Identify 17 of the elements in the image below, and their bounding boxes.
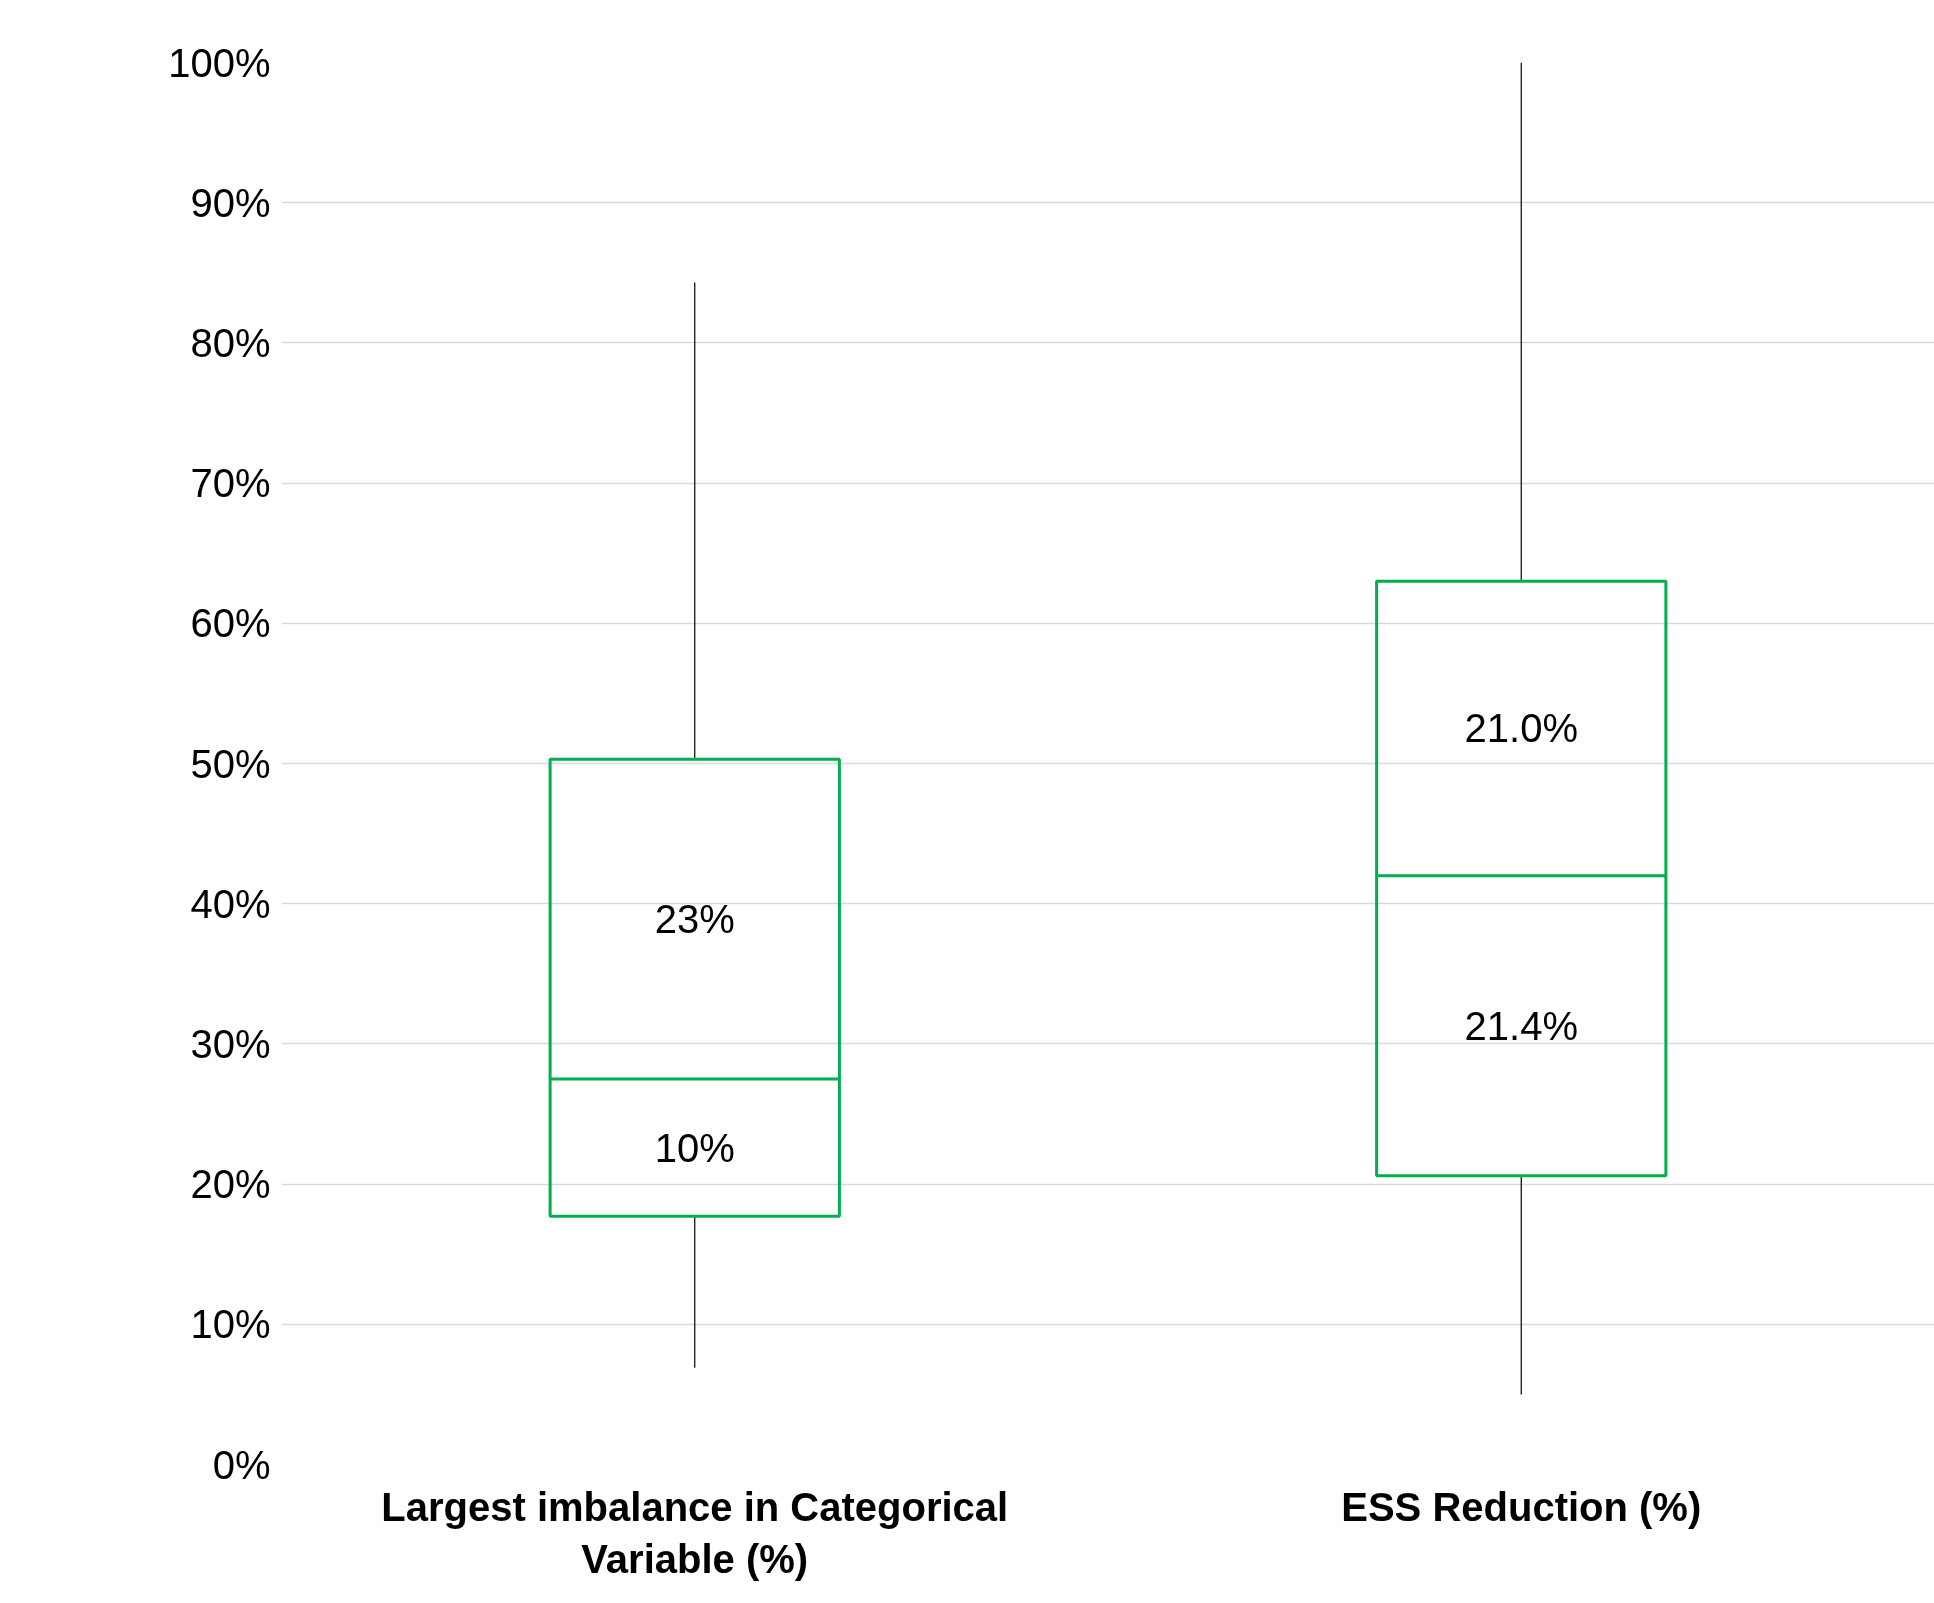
y-tick-label: 30%: [190, 1021, 271, 1066]
y-tick-label: 100%: [168, 40, 271, 85]
annotation: 21.0%: [1464, 706, 1578, 751]
y-tick-label: 50%: [190, 741, 271, 786]
annotation: 23%: [654, 897, 735, 942]
x-tick-label: ESS Reduction (%): [1341, 1484, 1702, 1529]
y-tick-label: 10%: [190, 1302, 271, 1347]
y-tick-label: 0%: [212, 1442, 271, 1487]
y-tick-label: 20%: [190, 1162, 271, 1207]
y-tick-label: 60%: [190, 601, 271, 646]
annotation: 10%: [654, 1125, 735, 1170]
y-tick-label: 40%: [190, 881, 271, 926]
annotation: 21.4%: [1464, 1003, 1578, 1048]
y-tick-label: 80%: [190, 320, 271, 365]
y-tick-label: 90%: [190, 180, 271, 225]
y-tick-label: 70%: [190, 461, 271, 506]
x-tick-label: Largest imbalance in Categorical Variable (%): [381, 1484, 1009, 1582]
